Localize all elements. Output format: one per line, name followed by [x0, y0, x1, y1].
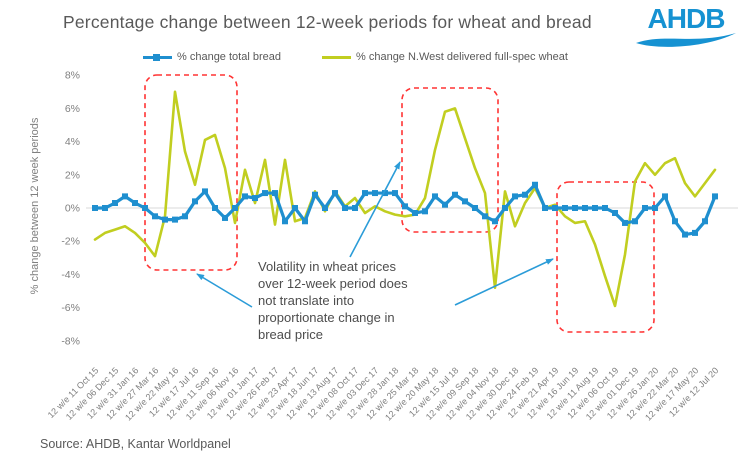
y-tick-label: 2% — [65, 169, 80, 181]
legend-label-bread[interactable]: % change total bread — [177, 51, 281, 63]
bread-marker — [182, 213, 188, 220]
bread-marker — [502, 205, 508, 211]
bread-marker — [352, 205, 358, 211]
bread-marker — [642, 205, 648, 211]
bread-marker — [292, 205, 298, 211]
annotation-arrow — [196, 273, 253, 308]
bread-marker — [92, 205, 98, 211]
bread-marker — [612, 209, 618, 216]
ahdb-logo-text: AHDB — [647, 3, 726, 34]
bread-marker — [222, 214, 228, 221]
bread-marker — [262, 190, 268, 197]
bread-marker — [412, 209, 418, 216]
bread-marker — [532, 181, 538, 188]
ahdb-wave-icon — [636, 33, 736, 47]
bread-marker — [122, 193, 128, 200]
bread-marker — [682, 231, 688, 238]
bread-marker — [572, 205, 578, 211]
bread-marker — [432, 193, 438, 200]
annotation-arrow — [349, 161, 401, 258]
source-text: Source: AHDB, Kantar Worldpanel — [40, 437, 231, 451]
bread-marker — [102, 205, 108, 211]
bread-marker — [622, 219, 628, 226]
legend-square-icon — [153, 54, 160, 61]
bread-line — [95, 183, 717, 237]
highlight-box — [401, 87, 499, 233]
bread-marker — [472, 205, 478, 211]
bread-marker — [652, 205, 658, 211]
bread-marker — [662, 193, 668, 200]
bread-marker — [632, 218, 638, 225]
bread-marker — [242, 193, 248, 200]
bread-marker — [132, 200, 138, 207]
bread-marker — [592, 205, 598, 211]
bread-marker — [202, 188, 208, 195]
bread-marker — [452, 191, 458, 198]
y-tick-label: 8% — [65, 70, 80, 82]
bread-marker — [512, 193, 518, 200]
bread-marker — [492, 218, 498, 225]
bread-marker — [332, 190, 338, 197]
bread-marker — [692, 229, 698, 236]
bread-marker — [142, 205, 148, 211]
legend-label-wheat[interactable]: % change N.West delivered full-spec whea… — [356, 51, 568, 63]
bread-marker — [152, 213, 158, 220]
highlight-box — [144, 74, 238, 271]
bread-marker — [542, 205, 548, 211]
bread-marker — [162, 216, 168, 223]
y-tick-label: 4% — [65, 136, 80, 148]
bread-marker — [672, 218, 678, 225]
bread-marker — [552, 205, 558, 211]
bread-marker — [422, 208, 428, 215]
bread-marker — [212, 205, 218, 211]
y-tick-label: -4% — [61, 269, 80, 281]
bread-marker — [112, 200, 118, 207]
bread-marker — [602, 205, 608, 211]
annotation-arrow — [454, 258, 554, 306]
bread-marker — [282, 218, 288, 225]
bread-marker — [392, 190, 398, 197]
annotation-note: Volatility in wheat prices over 12-week … — [258, 259, 408, 342]
legend-marker-bread — [143, 54, 172, 61]
y-tick-label: -8% — [61, 335, 80, 347]
bread-marker — [582, 205, 588, 211]
wheat-line — [93, 90, 717, 308]
bread-marker — [462, 198, 468, 205]
y-tick-label: 0% — [65, 203, 80, 215]
bread-marker — [522, 191, 528, 198]
bread-marker — [562, 205, 568, 211]
bread-marker — [482, 213, 488, 220]
bread-marker — [702, 218, 708, 225]
chart-title: Percentage change between 12-week period… — [63, 12, 592, 32]
bread-marker — [382, 190, 388, 197]
bread-marker — [402, 203, 408, 210]
bread-marker — [712, 193, 718, 200]
ahdb-logo: AHDB — [634, 4, 738, 48]
y-tick-label: -2% — [61, 236, 80, 248]
bread-marker — [232, 205, 238, 211]
bread-marker — [312, 191, 318, 198]
y-tick-label: -6% — [61, 302, 80, 314]
bread-marker — [442, 201, 448, 208]
bread-marker — [362, 190, 368, 197]
bread-marker — [302, 218, 308, 225]
bread-marker — [172, 216, 178, 223]
bread-marker — [342, 205, 348, 211]
highlight-box — [556, 181, 655, 333]
bread-marker — [272, 190, 278, 197]
legend-marker-wheat — [322, 56, 351, 59]
y-tick-label: 6% — [65, 103, 80, 115]
bread-marker — [192, 198, 198, 205]
bread-marker — [252, 195, 258, 202]
bread-marker — [322, 205, 328, 211]
y-axis-title: % change between 12 week periods — [29, 117, 41, 294]
bread-marker — [372, 190, 378, 197]
